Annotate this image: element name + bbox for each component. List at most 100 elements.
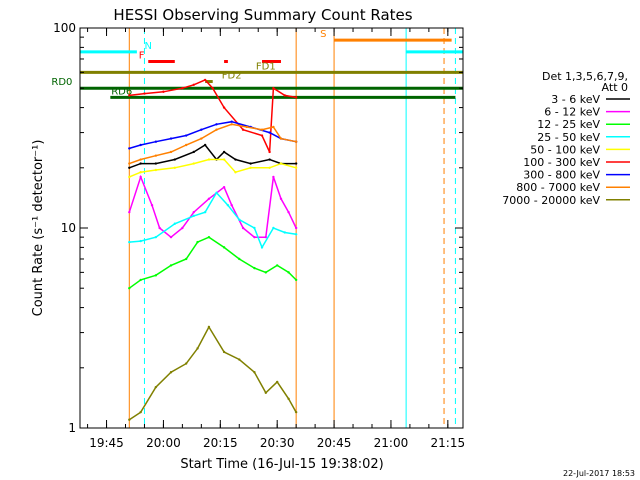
series-0-point-5: [203, 143, 207, 147]
legend-label-8: 7000 - 20000 keV: [502, 194, 600, 207]
series-5-point-3: [181, 87, 184, 90]
legend-label-2: 12 - 25 keV: [537, 118, 600, 131]
series-8-point-4: [184, 362, 188, 365]
series-6-point-3: [169, 137, 173, 140]
series-1-point-0: [128, 210, 131, 214]
series-1-point-16: [294, 226, 298, 230]
series-3-point-8: [238, 218, 241, 221]
series-5-point-6: [211, 87, 214, 90]
series-7-point-6: [215, 128, 218, 131]
x-tick-label: 20:00: [146, 436, 181, 450]
series-1-point-2: [150, 204, 154, 207]
y-tick-label: 100: [53, 21, 76, 35]
series-8-point-13: [294, 410, 298, 414]
series-5-point-7: [222, 106, 226, 109]
series-5-point-9: [260, 134, 264, 137]
series-4-point-11: [294, 166, 298, 169]
series-8-point-5: [196, 347, 199, 350]
series-3-point-4: [192, 214, 195, 218]
series-1-point-9: [230, 204, 233, 207]
series-4-point-10: [279, 162, 283, 165]
series-2-point-0: [128, 287, 131, 290]
series-2-point-11: [275, 264, 279, 267]
series-8-point-7: [222, 350, 226, 354]
series-4-point-5: [207, 158, 211, 161]
series-0-point-12: [294, 162, 298, 165]
flag-label-rd0: RD0: [51, 77, 72, 88]
series-8-point-9: [253, 371, 256, 374]
series-8-point-12: [287, 397, 290, 400]
series-7-point-9: [260, 128, 264, 131]
series-4-point-1: [139, 171, 142, 174]
series-8-point-8: [238, 358, 241, 361]
series-1-point-4: [169, 235, 173, 239]
legend-label-0: 3 - 6 keV: [551, 93, 600, 106]
series-5-point-8: [241, 128, 245, 131]
series-1-point-3: [158, 226, 161, 230]
series-5-point-4: [192, 83, 195, 86]
series-5-point-10: [268, 150, 271, 154]
series-1-point-5: [181, 226, 184, 230]
series-7-point-12: [294, 140, 298, 143]
series-7-point-7: [230, 123, 233, 126]
series-4-point-4: [192, 162, 195, 165]
series-0-point-4: [192, 150, 195, 154]
x-tick-label: 20:15: [203, 436, 238, 450]
series-2-point-1: [139, 278, 142, 282]
legend-label-7: 800 - 7000 keV: [516, 181, 600, 194]
series-2-point-3: [169, 264, 173, 267]
series-1-point-10: [241, 226, 245, 230]
series-8-point-10: [264, 391, 268, 394]
series-4-point-8: [249, 166, 252, 169]
series-5-point-2: [162, 90, 165, 93]
series-7-point-4: [184, 143, 188, 147]
series-line-5: [129, 78, 297, 153]
series-0-point-9: [249, 162, 252, 165]
series-0-point-1: [139, 162, 142, 165]
series-1-point-14: [279, 197, 283, 200]
series-6-point-6: [215, 123, 218, 126]
series-6-point-4: [184, 134, 188, 137]
plot-area: NF S FD1 FD2 RD0 RD6: [51, 28, 463, 428]
series-line-2: [128, 236, 297, 289]
series-5-point-12: [283, 94, 286, 97]
series-5-point-5: [203, 78, 207, 82]
series-4-point-9: [268, 166, 271, 169]
chart-title: HESSI Observing Summary Count Rates: [113, 6, 412, 24]
legend-label-4: 50 - 100 keV: [530, 143, 600, 156]
series-3-point-11: [272, 226, 275, 230]
series-1-point-13: [272, 175, 275, 179]
series-8-point-3: [169, 371, 173, 374]
series-6-point-0: [128, 147, 131, 150]
series-2-point-6: [207, 235, 211, 239]
series-4-point-0: [128, 175, 131, 179]
flag-label-fd2: FD2: [222, 71, 242, 82]
series-7-point-10: [272, 125, 275, 129]
series-6-point-2: [154, 140, 158, 143]
x-tick-label: 21:00: [374, 436, 409, 450]
x-axis-label: Start Time (16-Jul-15 19:38:02): [180, 457, 383, 472]
legend-header-line-1: Det 1,3,5,6,7,9,: [542, 70, 628, 83]
series-7-point-11: [279, 137, 283, 140]
series-1-point-1: [139, 175, 142, 179]
series-8-point-2: [154, 385, 158, 389]
series-8-point-0: [128, 418, 131, 421]
series-3-point-10: [260, 246, 264, 249]
flag-label-rd6: RD6: [111, 86, 132, 97]
legend-label-3: 25 - 50 keV: [537, 131, 600, 144]
series-3-point-3: [173, 222, 177, 225]
series-8-point-11: [275, 380, 279, 384]
series-3-point-1: [139, 239, 142, 243]
series-2-point-8: [238, 257, 241, 261]
series-line-4: [129, 158, 297, 178]
series-0-point-2: [154, 162, 158, 165]
flag-label-n: N: [144, 41, 151, 52]
series-1-point-15: [287, 210, 290, 214]
series-6-point-7: [230, 120, 233, 123]
x-tick-label: 19:45: [89, 436, 124, 450]
series-6-point-1: [139, 143, 142, 147]
x-axis-ticks: 19:45 20:00 20:15 20:30 20:45 21:00 21:15: [87, 28, 465, 450]
series-2-point-9: [253, 266, 256, 270]
